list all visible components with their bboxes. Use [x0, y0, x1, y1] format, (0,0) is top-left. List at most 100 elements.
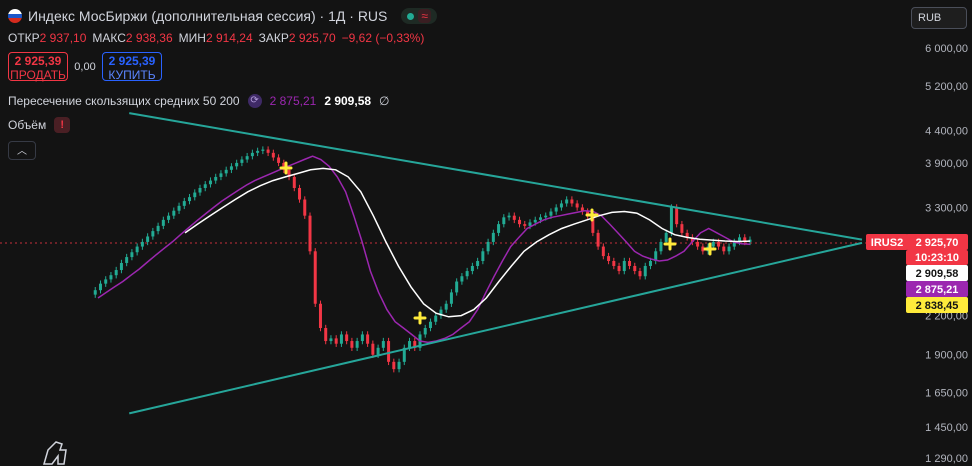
collapse-legend-button[interactable]: ︿: [8, 141, 36, 160]
candle-body: [580, 207, 584, 212]
candle-body: [182, 201, 186, 206]
candle-body: [591, 215, 595, 233]
svg-text:2 875,21: 2 875,21: [916, 284, 959, 296]
candle-body: [675, 207, 679, 225]
candle-body: [282, 162, 286, 170]
change-value: −9,62 (−0,33%): [341, 31, 425, 45]
candle-body: [439, 309, 443, 316]
candle-body: [413, 341, 417, 348]
candle-body: [198, 187, 202, 193]
candle-body: [339, 334, 343, 344]
currency-select[interactable]: RUB: [911, 7, 967, 29]
candle-body: [334, 338, 338, 344]
candle-body: [743, 237, 747, 242]
candle-body: [271, 152, 275, 158]
candle-body: [727, 246, 731, 252]
candle-body: [266, 149, 270, 153]
candle-body: [360, 334, 364, 342]
candle-body: [701, 246, 705, 252]
candle-body: [544, 215, 548, 218]
low-label: МИН: [178, 31, 206, 45]
market-open-dot-icon: [407, 12, 415, 20]
candle-body: [355, 341, 359, 348]
candle-body: [287, 169, 291, 177]
candle-body: [717, 241, 721, 247]
candle-body: [612, 260, 616, 266]
candle-body: [109, 275, 113, 280]
last-price-tag: 2 925,70: [906, 234, 968, 250]
candle-body: [366, 334, 370, 344]
loading-icon: ⟳: [247, 94, 262, 108]
indicator-name[interactable]: Пересечение скользящих средних 50 200: [8, 94, 240, 108]
cross-marker-icon: [413, 311, 427, 325]
candle-body: [696, 241, 700, 247]
candle-body: [250, 152, 254, 157]
close-label: ЗАКР: [258, 31, 289, 45]
candle-body: [135, 246, 139, 253]
candle-body: [256, 150, 260, 153]
buy-button[interactable]: 2 925,39 КУПИТЬ: [102, 52, 162, 82]
candle-body: [669, 207, 673, 233]
candle-body: [371, 343, 375, 355]
volume-label[interactable]: Объём: [8, 118, 47, 132]
volume-legend[interactable]: Объём !: [8, 117, 71, 133]
candle-body: [607, 256, 611, 261]
candle-body: [690, 237, 694, 242]
spread-value: 0,00: [74, 60, 96, 73]
candle-body: [376, 347, 380, 355]
high-value: 2 938,36: [125, 31, 173, 45]
trendlines[interactable]: [129, 112, 863, 415]
candle-body: [397, 361, 401, 370]
price-axis-tick: 3 300,00: [925, 202, 968, 214]
candle-body: [617, 265, 621, 272]
ma200-line: [184, 167, 751, 318]
warning-icon[interactable]: !: [54, 117, 71, 133]
cross-marker-icon: [279, 161, 293, 175]
trendline-lower: [129, 241, 863, 415]
candle-body: [245, 156, 249, 160]
indicator-legend[interactable]: Пересечение скользящих средних 50 200 ⟳ …: [8, 94, 390, 108]
candle-body: [465, 271, 469, 277]
candle-body: [324, 328, 328, 342]
candle-body: [601, 246, 605, 257]
candle-body: [470, 265, 474, 272]
sell-label: ПРОДАТЬ: [10, 68, 66, 82]
candle-body: [345, 334, 349, 342]
candle-body: [643, 265, 647, 277]
sell-button[interactable]: 2 925,39 ПРОДАТЬ: [8, 52, 68, 82]
market-status-pill[interactable]: ≈: [401, 8, 437, 24]
candle-body: [565, 199, 569, 204]
candle-body: [303, 199, 307, 216]
candle-body: [575, 203, 579, 208]
chart-header: Индекс МосБиржи (дополнительная сессия) …: [8, 8, 437, 24]
symbol-title[interactable]: Индекс МосБиржи (дополнительная сессия) …: [28, 8, 388, 24]
candle-body: [177, 205, 181, 211]
candle-body: [172, 210, 176, 216]
candle-body: [261, 149, 265, 151]
candle-body: [444, 303, 448, 310]
candle-body: [455, 281, 459, 293]
buy-label: КУПИТЬ: [108, 68, 156, 82]
candle-body: [229, 166, 233, 170]
cross-marker-icon: [663, 237, 677, 251]
price-axis[interactable]: 6 000,00 5 200,00 4 400,00 3 900,00 3 300,00…: [925, 43, 968, 465]
svg-text:2 838,45: 2 838,45: [916, 300, 959, 312]
ma-cross-markers: [279, 161, 717, 325]
candle-body: [104, 279, 108, 284]
candle-body: [130, 252, 134, 258]
trade-panel: 2 925,39 ПРОДАТЬ 0,00 2 925,39 КУПИТЬ: [8, 52, 162, 82]
trendline-upper: [129, 112, 863, 241]
candle-body: [114, 270, 118, 276]
open-label: ОТКР: [8, 31, 40, 45]
candle-body: [491, 232, 495, 242]
ma50-line: [97, 155, 751, 344]
price-axis-tick: 2 200,00: [925, 311, 968, 323]
candle-body: [486, 241, 490, 252]
candle-body: [193, 192, 197, 198]
candle-body: [146, 236, 150, 242]
ohlc-legend: ОТКР2 937,10 МАКС2 938,36 МИН2 914,24 ЗА…: [8, 31, 424, 45]
candle-body: [434, 315, 438, 322]
russia-flag-icon: [8, 9, 22, 23]
price-axis-tick: 4 400,00: [925, 126, 968, 138]
